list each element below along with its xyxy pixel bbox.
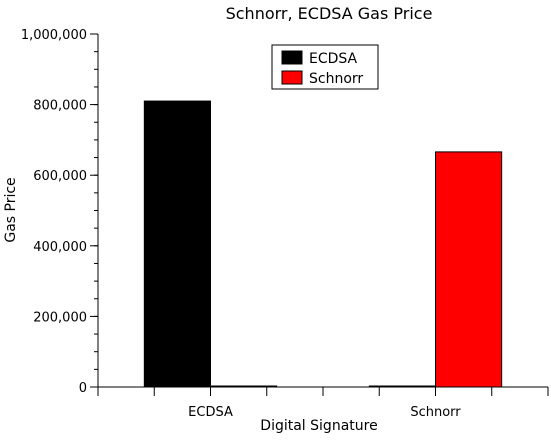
y-tick-label: 0 xyxy=(79,381,87,396)
x-axis-title: Digital Signature xyxy=(260,418,377,434)
bar-schnorr-schnorr xyxy=(435,151,503,388)
y-tick-label: 200,000 xyxy=(33,310,87,325)
legend-swatch-ecdsa xyxy=(281,50,303,65)
chart-title: Schnorr, ECDSA Gas Price xyxy=(226,4,433,23)
bar-schnorr-ecdsa xyxy=(210,385,278,388)
y-axis-title: Gas Price xyxy=(3,177,19,242)
x-tick-label: ECDSA xyxy=(188,405,233,420)
bar-ecdsa-ecdsa xyxy=(143,100,211,388)
y-tick-label: 600,000 xyxy=(33,169,87,184)
x-tick-label: Schnorr xyxy=(410,405,461,420)
legend-swatch-schnorr xyxy=(281,70,303,85)
bars xyxy=(143,100,503,388)
y-tick-label: 800,000 xyxy=(33,99,87,114)
legend-label-ecdsa: ECDSA xyxy=(309,51,358,67)
y-tick-label: 400,000 xyxy=(33,240,87,255)
legend: ECDSA Schnorr xyxy=(271,44,379,90)
legend-label-schnorr: Schnorr xyxy=(309,71,363,87)
y-tick-label: 1,000,000 xyxy=(21,28,87,43)
bar-ecdsa-schnorr xyxy=(368,385,436,388)
y-axis: 0 200,000 400,000 600,000 800,000 1,000,000 xyxy=(21,28,99,396)
x-axis: ECDSA Schnorr xyxy=(97,386,549,420)
